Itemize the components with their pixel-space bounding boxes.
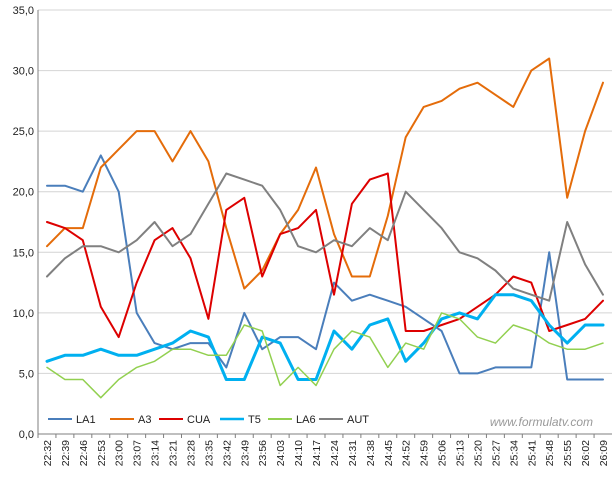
legend: LA1 A3 CUA T5 LA6 AUT: [48, 414, 369, 426]
x-axis: 22:32 22:39 22:46 22:53 23:00 23:07 23:14 23:21…: [37, 433, 612, 466]
x-tick-label: 24:10: [293, 440, 305, 466]
x-tick-label: 23:21: [168, 440, 180, 466]
x-tick-label: 22:53: [96, 440, 108, 466]
watermark-text: www.formulatv.com: [490, 415, 593, 429]
x-tick-label: 23:56: [257, 440, 269, 466]
y-tick-label: 30,0: [13, 66, 34, 78]
series-line-a3: [46, 57, 604, 290]
x-tick-label: 23:28: [185, 440, 197, 466]
x-tick-label: 23:35: [203, 440, 215, 466]
x-tick-label: 22:39: [60, 440, 72, 466]
x-tick-label: 25:48: [544, 440, 556, 466]
x-tick-label: 24:31: [347, 440, 359, 466]
x-tick-label: 25:13: [455, 440, 467, 466]
x-tick-label: 26:09: [598, 440, 610, 466]
series-line-t5: [45, 293, 605, 381]
y-tick-label: 0,0: [19, 429, 34, 441]
x-tick-label: 25:27: [490, 440, 502, 466]
legend-label-cua: CUA: [187, 414, 211, 426]
x-tick-label: 24:45: [383, 440, 395, 466]
x-tick-label: 24:59: [419, 440, 431, 466]
x-tick-label: 26:02: [580, 440, 592, 466]
legend-label-a3: A3: [138, 414, 151, 426]
x-tick-label: 25:34: [508, 440, 520, 466]
x-tick-label: 24:38: [365, 440, 377, 466]
legend-label-la6: LA6: [296, 414, 316, 426]
x-tick-label: 25:41: [526, 440, 538, 466]
x-tick-label: 22:46: [78, 440, 90, 466]
series-line-la1: [46, 154, 604, 381]
x-tick-label: 23:07: [132, 440, 144, 466]
y-tick-label: 20,0: [13, 187, 34, 199]
y-tick-label: 15,0: [13, 247, 34, 259]
series-line-cua: [46, 172, 604, 339]
y-tick-label: 25,0: [13, 126, 34, 138]
series-group: [45, 57, 605, 399]
x-tick-label: 25:06: [437, 440, 449, 466]
x-tick-label: 24:52: [401, 440, 413, 466]
y-tick-label: 35,0: [13, 5, 34, 17]
legend-label-la1: LA1: [76, 414, 96, 426]
x-tick-label: 24:24: [329, 440, 341, 466]
x-tick-label: 22:32: [42, 440, 54, 466]
x-tick-label: 24:03: [275, 440, 287, 466]
x-tick-label: 23:14: [150, 440, 162, 466]
x-tick-label: 24:17: [311, 440, 323, 466]
x-tick-label: 23:49: [239, 440, 251, 466]
x-tick-label: 25:20: [472, 440, 484, 466]
y-axis: 0,0 5,0 10,0 15,0 20,0 25,0 30,0 35,0: [13, 5, 39, 441]
series-line-la6: [46, 312, 604, 399]
x-tick-label: 25:55: [562, 440, 574, 466]
x-tick-label: 23:00: [114, 440, 126, 466]
series-line-aut: [46, 172, 604, 302]
x-tick-label: 23:42: [221, 440, 233, 466]
legend-label-t5: T5: [248, 414, 261, 426]
legend-label-aut: AUT: [347, 414, 369, 426]
y-tick-label: 10,0: [13, 308, 34, 320]
y-tick-label: 5,0: [19, 368, 34, 380]
